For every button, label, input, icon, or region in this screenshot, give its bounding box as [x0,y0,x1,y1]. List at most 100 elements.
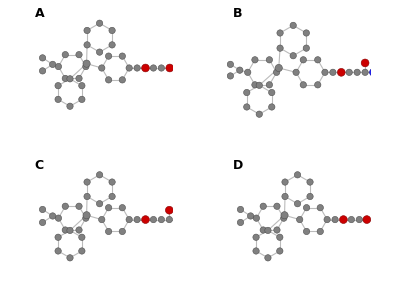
Circle shape [67,103,73,109]
Circle shape [119,77,126,83]
Circle shape [106,204,112,211]
Text: B: B [232,7,242,20]
Circle shape [62,203,68,209]
Circle shape [253,215,260,221]
Circle shape [290,22,296,29]
Circle shape [39,206,46,213]
Circle shape [314,57,321,63]
Circle shape [96,20,103,26]
Circle shape [50,61,56,68]
Circle shape [84,179,90,185]
Circle shape [79,82,85,89]
Circle shape [275,64,282,72]
Circle shape [150,217,157,223]
Circle shape [83,60,90,67]
Circle shape [244,104,250,110]
Circle shape [356,217,362,223]
Circle shape [62,51,68,58]
Circle shape [166,206,173,214]
Circle shape [227,61,234,68]
Circle shape [337,69,345,76]
Circle shape [266,57,272,63]
Circle shape [166,217,172,223]
Circle shape [119,53,126,59]
Circle shape [83,212,90,219]
Circle shape [67,76,73,82]
Circle shape [330,69,336,76]
Circle shape [253,248,259,254]
Circle shape [67,227,73,233]
Circle shape [106,53,112,59]
Circle shape [274,227,280,233]
Circle shape [322,69,328,76]
Circle shape [332,217,338,223]
Text: A: A [35,7,44,20]
Circle shape [307,179,313,185]
Circle shape [84,193,90,200]
Circle shape [266,82,272,88]
Circle shape [340,216,347,223]
Circle shape [62,227,68,233]
Circle shape [300,82,306,88]
Circle shape [96,49,103,55]
Circle shape [303,45,310,51]
Circle shape [282,193,288,200]
Circle shape [274,69,280,76]
Circle shape [282,179,288,185]
Circle shape [277,248,283,254]
Circle shape [362,69,368,76]
Circle shape [294,201,301,207]
Circle shape [109,42,115,48]
Circle shape [84,42,90,48]
Circle shape [150,65,157,71]
Circle shape [173,216,181,223]
Circle shape [83,63,89,70]
Circle shape [39,55,46,61]
Circle shape [348,217,354,223]
Circle shape [109,193,115,200]
Circle shape [253,234,259,240]
Circle shape [274,203,280,209]
Circle shape [354,69,360,76]
Circle shape [290,53,296,59]
Circle shape [55,234,61,240]
Circle shape [300,57,306,63]
Circle shape [248,213,254,219]
Circle shape [244,89,250,96]
Circle shape [277,234,283,240]
Circle shape [83,215,89,221]
Circle shape [268,89,275,96]
Circle shape [303,204,310,211]
Circle shape [79,96,85,103]
Circle shape [158,217,164,223]
Circle shape [265,227,271,233]
Circle shape [158,65,164,71]
Circle shape [303,30,310,36]
Text: C: C [35,159,44,172]
Circle shape [39,68,46,74]
Circle shape [109,179,115,185]
Circle shape [317,228,324,235]
Circle shape [84,27,90,34]
Circle shape [55,63,62,70]
Circle shape [281,215,287,221]
Circle shape [265,255,271,261]
Circle shape [98,65,105,71]
Circle shape [256,111,262,117]
Circle shape [50,213,56,219]
Circle shape [294,172,301,178]
Circle shape [378,63,384,69]
Circle shape [96,172,103,178]
Circle shape [277,30,283,36]
Circle shape [96,201,103,207]
Circle shape [166,64,174,72]
Circle shape [260,203,266,209]
Circle shape [317,204,324,211]
Circle shape [142,216,149,223]
Circle shape [39,219,46,226]
Circle shape [142,64,149,72]
Circle shape [227,73,234,79]
Circle shape [252,57,258,63]
Circle shape [55,215,62,221]
Circle shape [281,212,288,219]
